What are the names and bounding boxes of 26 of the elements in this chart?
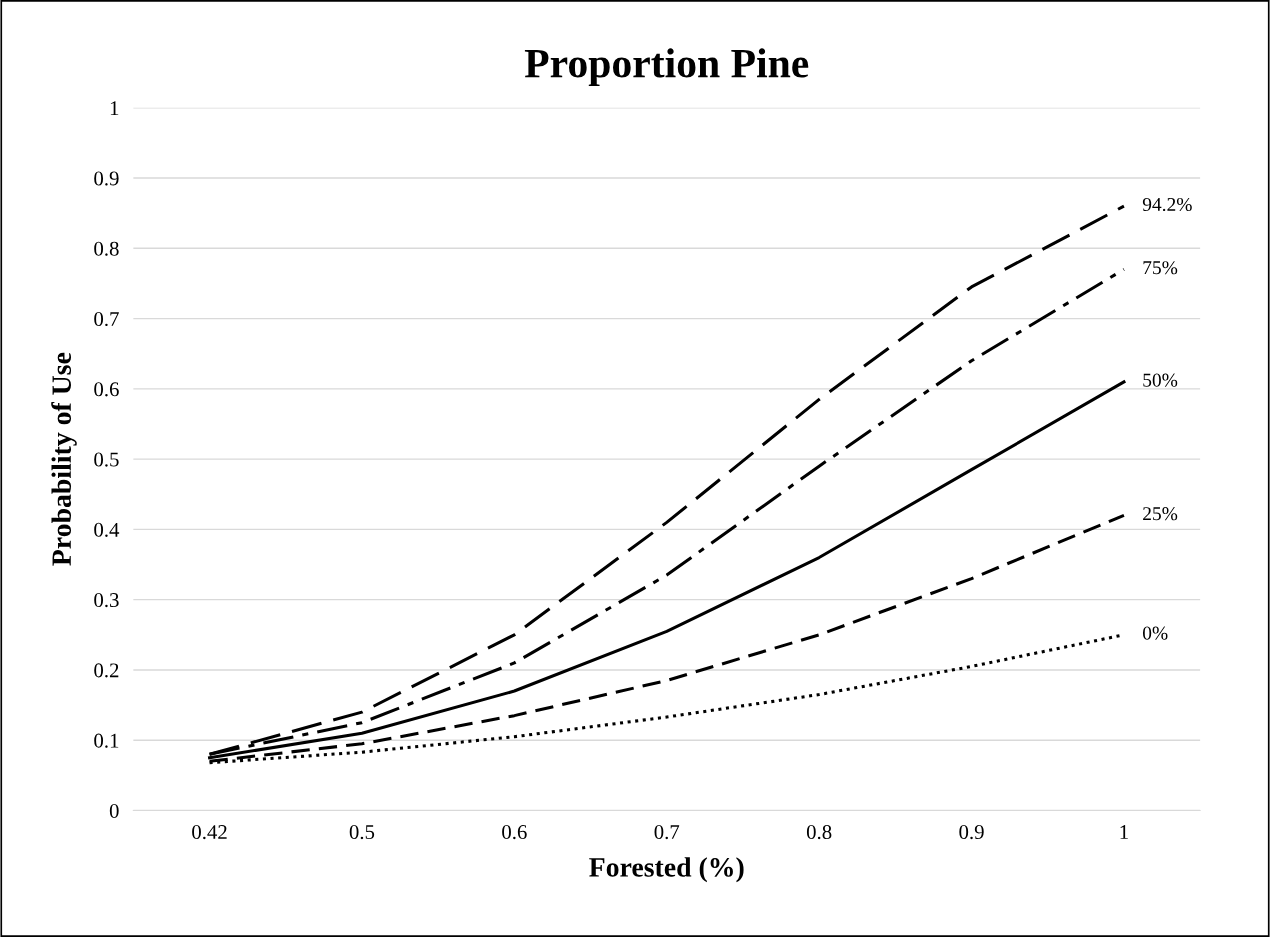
x-tick-label: 1 bbox=[1120, 825, 1128, 839]
y-tick-label: 0.7 bbox=[94, 311, 119, 327]
x-tick-label: 0.6 bbox=[502, 825, 527, 840]
y-tick-label: 0.4 bbox=[94, 522, 120, 537]
x-tick-label: 0.42 bbox=[192, 825, 227, 840]
y-tick-label: 0.6 bbox=[94, 382, 119, 397]
x-tick-label: 0.8 bbox=[806, 825, 832, 840]
series-label: 94.2% bbox=[1142, 197, 1192, 212]
series-label: 0% bbox=[1142, 626, 1168, 640]
y-tick-label: 0.5 bbox=[94, 452, 119, 467]
y-tick-label: 0.8 bbox=[94, 241, 119, 256]
x-axis-title: Forested (%) bbox=[589, 857, 744, 883]
y-axis-title: Probability of Use bbox=[51, 352, 77, 566]
y-tick-label: 0.2 bbox=[94, 663, 119, 678]
y-tick-label: 0.9 bbox=[94, 171, 119, 186]
x-tick-label: 0.5 bbox=[349, 825, 375, 840]
chart-title: Proportion Pine bbox=[524, 48, 809, 87]
x-tick-label: 0.9 bbox=[959, 825, 984, 840]
series-label: 25% bbox=[1143, 507, 1178, 521]
y-tick-label: 0.3 bbox=[94, 593, 119, 608]
y-tick-label: 0.1 bbox=[94, 733, 119, 748]
y-tick-label: 1 bbox=[110, 101, 119, 115]
y-tick-label: 0 bbox=[109, 803, 119, 818]
series-label: 50% bbox=[1143, 373, 1178, 387]
series-label: 75% bbox=[1143, 261, 1178, 275]
x-tick-label: 0.7 bbox=[654, 825, 680, 840]
